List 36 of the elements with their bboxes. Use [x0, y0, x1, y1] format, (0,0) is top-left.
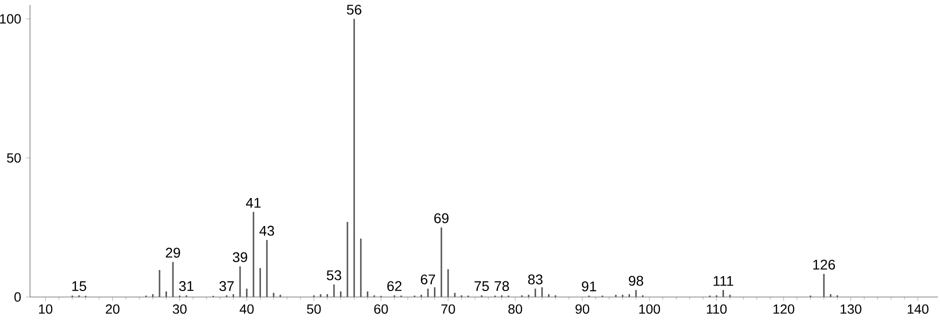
annotation: 29: [166, 248, 180, 258]
y-tick-label: 0: [14, 292, 21, 302]
x-tick-label: 90: [576, 304, 590, 314]
annotation: 41: [246, 198, 261, 208]
annotation: 83: [528, 274, 543, 284]
x-tick-label: 60: [374, 304, 388, 314]
annotation: 111: [714, 276, 734, 286]
annotation: 98: [628, 276, 644, 286]
x-tick-label: 40: [240, 304, 254, 314]
annotation: 62: [387, 281, 402, 292]
x-tick-label: 100: [639, 304, 660, 314]
annotation: 37: [219, 281, 234, 292]
annotation: 69: [434, 213, 448, 224]
x-tick-label: 10: [39, 304, 52, 314]
annotation: 31: [179, 281, 194, 292]
x-tick-label: 110: [706, 304, 727, 314]
x-tick-label: 80: [508, 304, 522, 314]
annotation: 15: [72, 281, 86, 292]
x-tick-label: 140: [908, 304, 928, 314]
annotation: 126: [813, 260, 835, 270]
x-tick-label: 50: [307, 304, 321, 314]
annotation: 75: [474, 281, 489, 292]
x-tick-label: 70: [441, 304, 455, 314]
x-tick-label: 120: [774, 304, 794, 314]
y-tick-label: 50: [7, 153, 21, 163]
annotation: 43: [259, 226, 274, 236]
x-tick-label: 130: [840, 304, 862, 314]
x-tick-label: 20: [106, 304, 120, 314]
annotation: 39: [232, 252, 248, 262]
annotation: 56: [346, 4, 362, 15]
annotation: 78: [494, 281, 509, 292]
annotation: 67: [420, 274, 436, 284]
x-tick-label: 30: [172, 304, 187, 314]
y-tick-label: 100: [0, 14, 21, 24]
annotation: 53: [326, 270, 342, 280]
annotation: 91: [582, 281, 596, 292]
